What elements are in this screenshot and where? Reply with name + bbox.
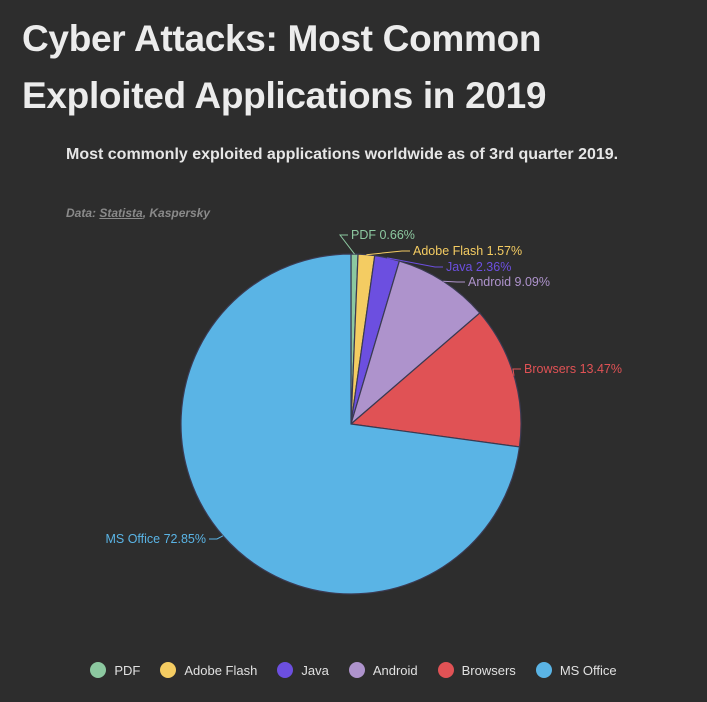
legend-swatch: [437, 662, 454, 678]
legend-label: Browsers: [461, 662, 516, 678]
legend-label: Adobe Flash: [184, 662, 258, 678]
legend-item-java[interactable]: Java: [277, 662, 329, 678]
connector-ms-office: [209, 535, 224, 540]
data-label-adobe-flash: Adobe Flash 1.57%: [413, 244, 522, 258]
legend-swatch: [90, 662, 107, 678]
legend-item-pdf[interactable]: PDF: [90, 662, 140, 678]
data-source: Data: Statista, Kaspersky: [66, 206, 210, 220]
connector-java: [387, 257, 443, 268]
legend-swatch: [535, 662, 552, 678]
connector-adobe-flash: [366, 250, 410, 256]
data-label-android: Android 9.09%: [468, 275, 550, 289]
source-prefix: Data:: [66, 206, 100, 220]
data-label-browsers: Browsers 13.47%: [524, 362, 622, 376]
chart-subtitle: Most commonly exploited applications wor…: [66, 146, 619, 163]
connector-android: [443, 280, 465, 283]
legend-swatch: [348, 662, 365, 678]
pie-slice-android[interactable]: [349, 260, 481, 426]
legend-label: Android: [372, 662, 418, 678]
connector-pdf: [338, 234, 355, 255]
legend-swatch: [160, 662, 177, 678]
source-rest: , Kaspersky: [142, 206, 211, 220]
legend-item-android[interactable]: Android: [348, 662, 418, 678]
source-link[interactable]: Statista: [99, 206, 143, 220]
data-label-pdf: PDF 0.66%: [351, 228, 415, 242]
legend-item-browsers[interactable]: Browsers: [437, 662, 516, 678]
legend-item-adobe-flash[interactable]: Adobe Flash: [160, 662, 257, 678]
legend-label: Java: [301, 662, 329, 678]
legend-item-ms-office[interactable]: MS Office: [535, 662, 617, 678]
chart-legend: PDF Adobe Flash Java Android Browsers MS Offi…: [0, 662, 707, 678]
data-label-java: Java 2.36%: [446, 260, 511, 274]
page-title: Cyber Attacks: Most Common Exploited App…: [22, 18, 547, 116]
data-label-ms-office: MS Office 72.85%: [105, 532, 206, 546]
connector-browsers: [512, 368, 521, 376]
legend-label: MS Office: [559, 662, 617, 678]
legend-swatch: [277, 662, 294, 678]
legend-label: PDF: [114, 662, 141, 678]
